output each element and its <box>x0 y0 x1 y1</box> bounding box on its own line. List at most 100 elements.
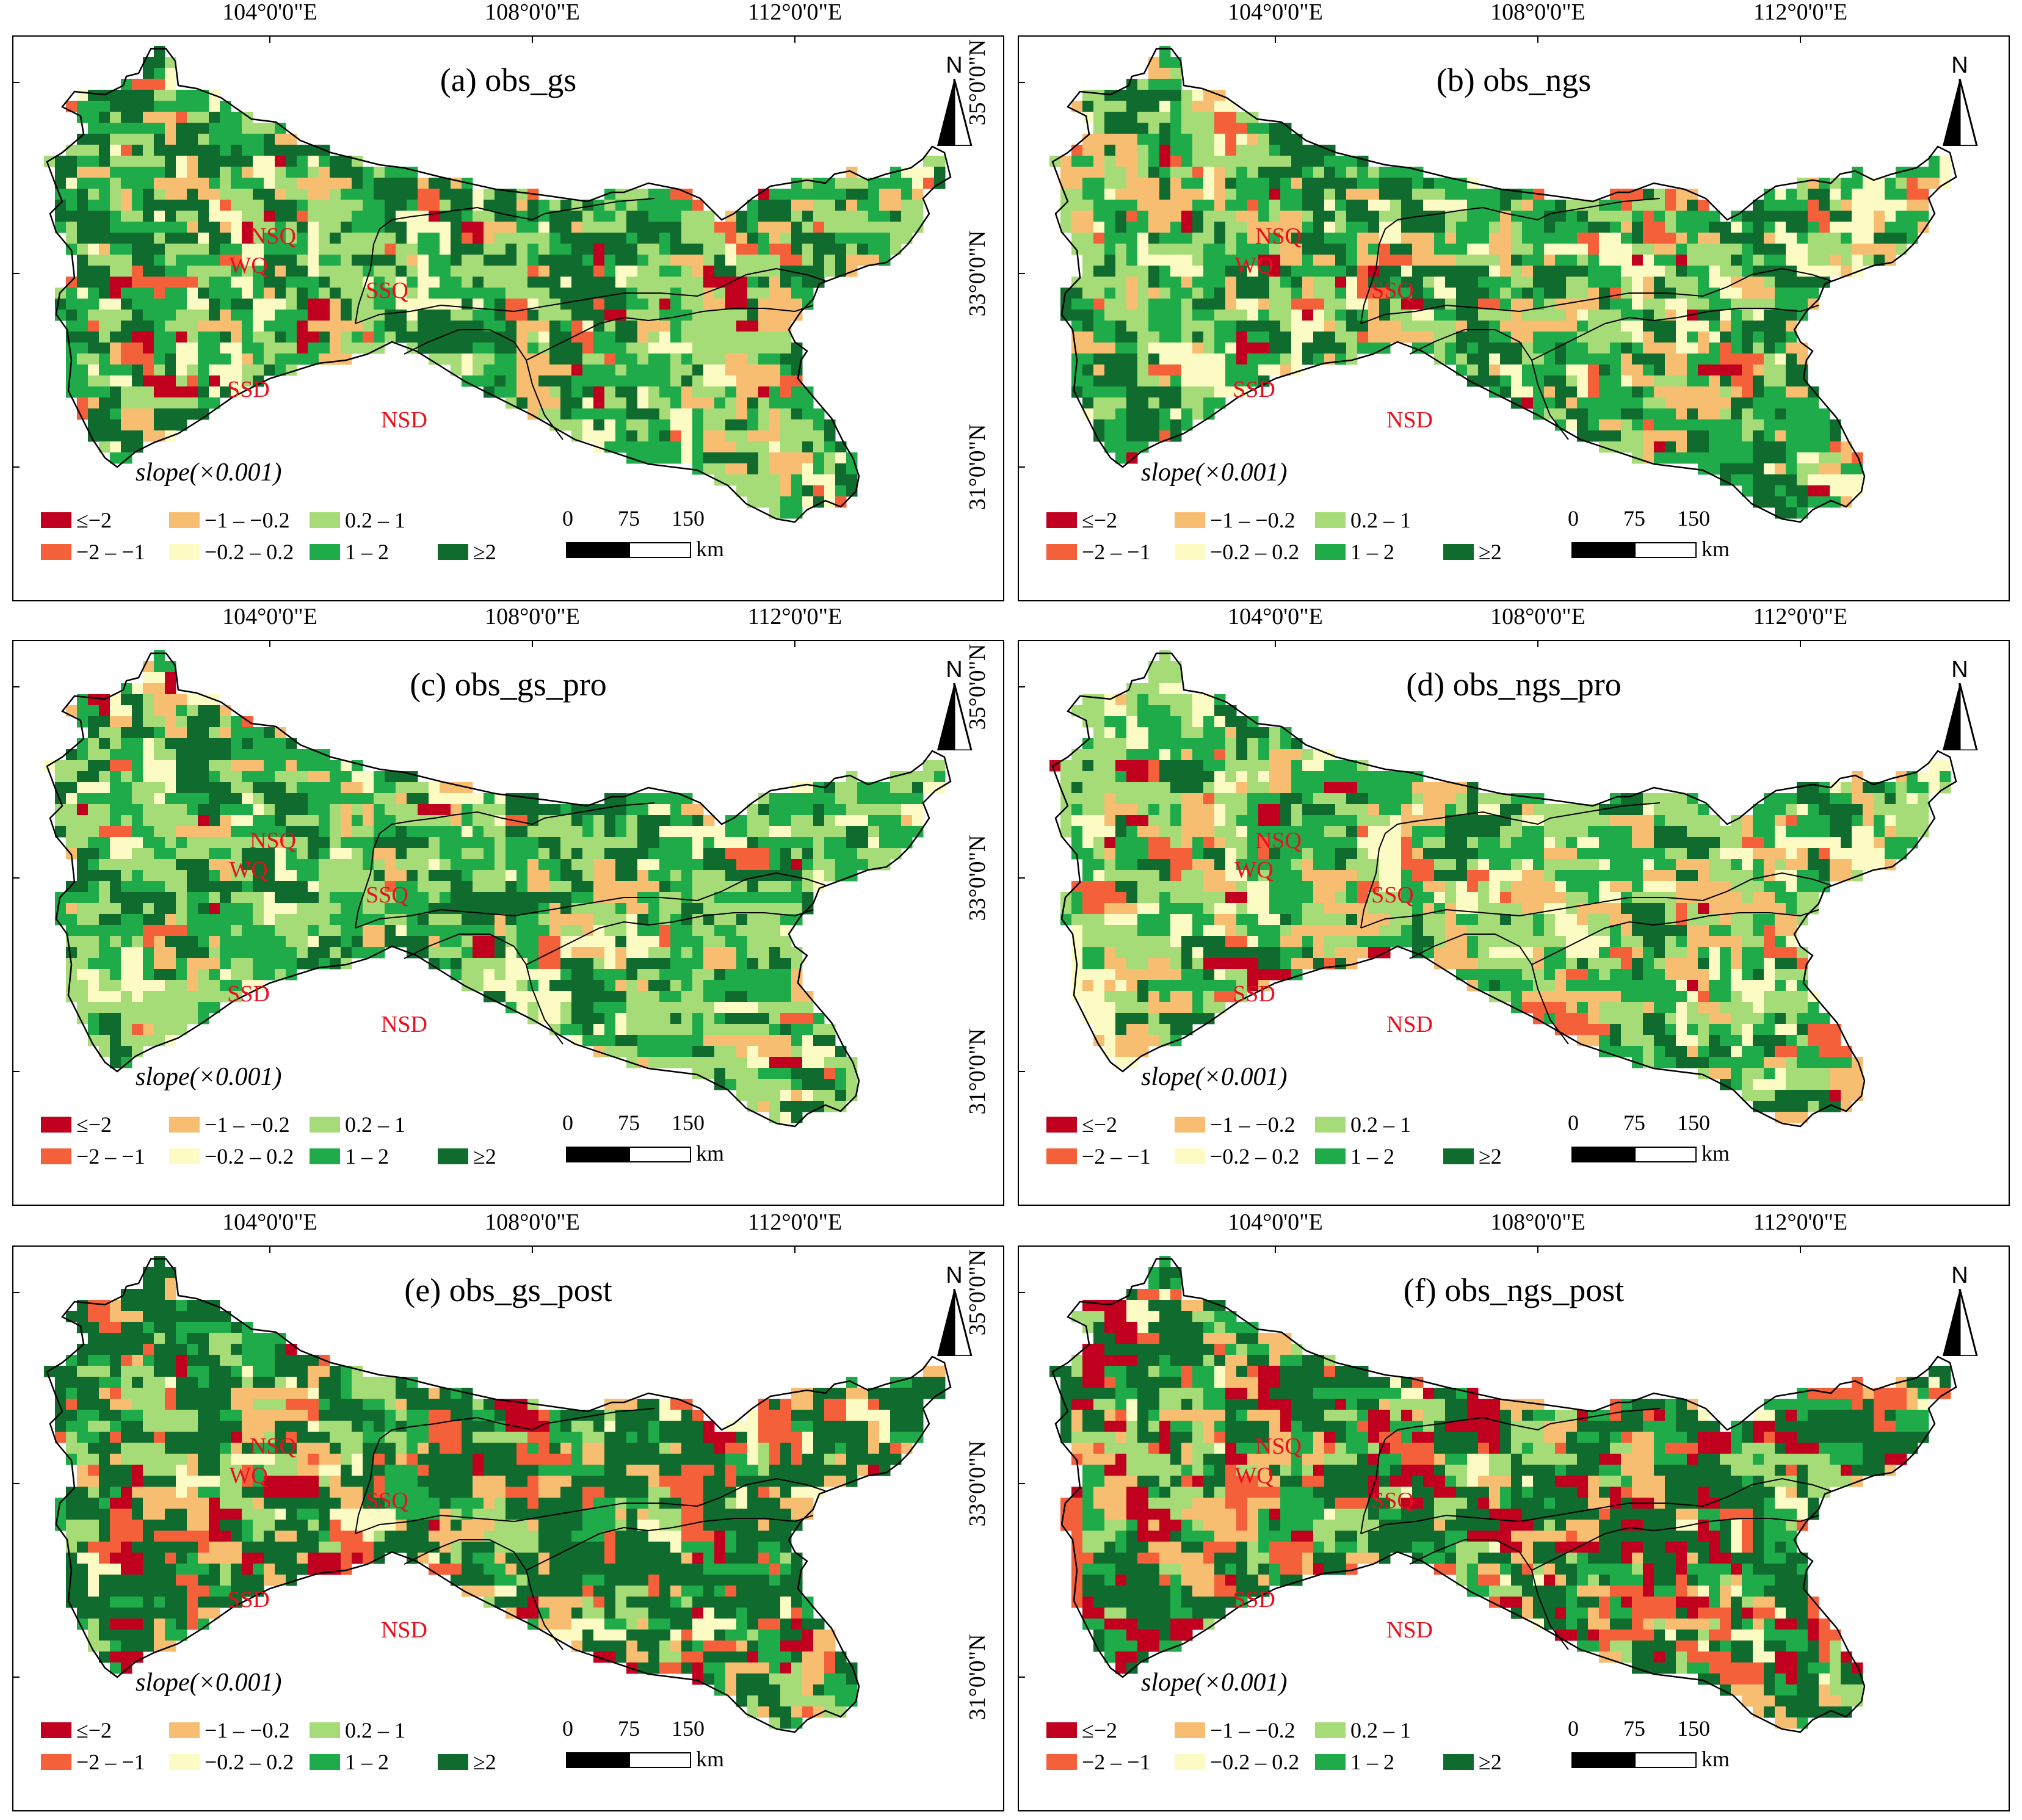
legend-swatch <box>310 512 340 528</box>
legend-item-3: −0.2 – 0.2 <box>169 537 294 567</box>
legend-swatch <box>438 1754 468 1770</box>
legend-swatch <box>1046 1148 1077 1164</box>
map-panel-5: 104°0'0"E 108°0'0"E 112°0'0"E 35°0'0"N 3… <box>965 1209 2010 1811</box>
subregion-boundary-0 <box>355 206 545 324</box>
legend-swatch <box>1175 544 1205 560</box>
legend-item-3: −0.2 – 0.2 <box>169 1142 294 1171</box>
subregion-boundary-1 <box>355 872 826 929</box>
legend-label: ≤−2 <box>1082 1718 1118 1742</box>
lon-label-104: 104°0'0"E <box>222 0 317 25</box>
lon-label-108: 108°0'0"E <box>485 0 580 25</box>
scale-bar-white <box>1634 542 1697 558</box>
scale-bar: 0 75 150 km <box>1568 506 1730 573</box>
legend-label: −2 – −1 <box>76 1750 145 1774</box>
legend-label: ≥2 <box>1479 1750 1502 1774</box>
lat-label-33: 33°0'0"N <box>965 1440 990 1527</box>
region-label-nsd: NSD <box>1386 407 1433 433</box>
legend-swatch <box>1315 1754 1346 1770</box>
scale-bar-black <box>1571 542 1636 558</box>
legend-item-6: ≥2 <box>1443 1142 1502 1171</box>
legend: ≤−2 −2 – −1 −1 – −0.2 −0.2 – 0.2 0.2 – 1 1 – … <box>41 506 542 573</box>
legend-item-2: −1 – −0.2 <box>1175 1716 1295 1745</box>
scale-label-75: 75 <box>618 1111 640 1135</box>
lat-label-31: 31°0'0"N <box>965 1634 990 1720</box>
subregion-boundary-2 <box>1409 934 1569 1045</box>
north-arrow-label: N <box>946 657 963 683</box>
map-canvas <box>1019 1247 1957 1733</box>
legend-label: −0.2 – 0.2 <box>205 1144 294 1169</box>
map-canvas <box>13 37 952 523</box>
north-arrow-icon <box>1943 683 1978 752</box>
map-canvas <box>1019 641 1957 1128</box>
subregion-boundary-0 <box>355 811 545 929</box>
legend-label: ≤−2 <box>1082 1112 1118 1137</box>
region-label-ssd: SSD <box>1233 377 1275 402</box>
legend-swatch <box>169 544 200 560</box>
scale-label-75: 75 <box>618 1716 640 1741</box>
region-label-ssq: SSQ <box>366 1488 408 1514</box>
legend-swatch <box>169 512 200 528</box>
scale-bar-white <box>629 542 691 558</box>
legend-title: slope(×0.001) <box>136 1669 282 1697</box>
legend-swatch <box>1443 1148 1474 1164</box>
region-label-wq: WQ <box>229 1463 268 1488</box>
legend-label: −1 – −0.2 <box>1210 508 1295 532</box>
region-label-ssq: SSQ <box>1371 882 1414 908</box>
legend-item-4: 0.2 – 1 <box>1315 1716 1411 1745</box>
legend-swatch <box>41 1754 71 1770</box>
legend-label: −2 – −1 <box>1082 1750 1151 1774</box>
legend-swatch <box>310 1722 340 1738</box>
map-panel-3: 104°0'0"E 108°0'0"E 112°0'0"E 35°0'0"N 3… <box>965 604 2010 1206</box>
region-label-wq: WQ <box>229 253 268 278</box>
legend-label: ≥2 <box>473 1750 496 1774</box>
scale-unit: km <box>696 1747 725 1771</box>
region-label-nsq: NSQ <box>249 223 297 249</box>
legend-label: −1 – −0.2 <box>205 1112 290 1137</box>
legend-label: ≤−2 <box>76 1112 112 1137</box>
legend-label: 1 – 2 <box>1350 1750 1394 1774</box>
legend-swatch <box>438 544 468 560</box>
legend-swatch <box>310 544 340 560</box>
legend-swatch <box>1046 1722 1077 1738</box>
legend-item-2: −1 – −0.2 <box>1175 1110 1295 1139</box>
legend-swatch <box>41 544 71 560</box>
north-arrow: N <box>930 53 979 149</box>
legend-swatch <box>310 1754 340 1770</box>
legend-item-4: 0.2 – 1 <box>310 1716 405 1745</box>
subregion-boundary-2 <box>1409 329 1569 440</box>
scale-unit: km <box>1701 1141 1730 1166</box>
region-label-ssd: SSD <box>1233 1587 1275 1612</box>
legend-swatch <box>41 1722 71 1738</box>
legend-label: ≤−2 <box>76 1718 112 1742</box>
legend-swatch <box>1443 1754 1474 1770</box>
scale-bar-black <box>566 542 630 558</box>
region-label-wq: WQ <box>1234 857 1274 883</box>
legend-item-1: −2 – −1 <box>41 1142 145 1171</box>
region-outline <box>46 1258 952 1733</box>
legend-swatch <box>1175 1754 1205 1770</box>
legend-swatch <box>1046 1754 1077 1770</box>
scale-label-150: 150 <box>1677 506 1710 531</box>
lon-label-112: 112°0'0"E <box>1753 1209 1848 1235</box>
scale-bar-white <box>629 1752 691 1768</box>
legend-label: −1 – −0.2 <box>1210 1112 1295 1137</box>
legend-label: 0.2 – 1 <box>345 1718 405 1742</box>
subregion-boundary-1 <box>1360 267 1832 324</box>
legend-item-3: −0.2 – 0.2 <box>1175 1747 1299 1777</box>
legend-item-4: 0.2 – 1 <box>310 1110 405 1139</box>
legend-item-5: 1 – 2 <box>310 537 389 567</box>
subregion-boundary-4 <box>544 198 655 214</box>
scale-label-150: 150 <box>672 1716 705 1741</box>
region-label-nsq: NSQ <box>249 1434 297 1459</box>
region-label-nsd: NSD <box>380 407 428 433</box>
subregion-boundary-3 <box>526 1515 814 1571</box>
map-canvas <box>13 641 952 1128</box>
raster-grid <box>44 46 946 519</box>
lon-label-104: 104°0'0"E <box>222 1209 317 1235</box>
scale-bar-white <box>1634 1752 1697 1768</box>
subregion-boundary-3 <box>526 909 814 965</box>
legend-swatch <box>1175 1148 1205 1164</box>
scale-label-150: 150 <box>672 1111 705 1135</box>
panel-title: (f) obs_ngs_post <box>1403 1272 1625 1308</box>
region-label-ssd: SSD <box>227 981 270 1007</box>
